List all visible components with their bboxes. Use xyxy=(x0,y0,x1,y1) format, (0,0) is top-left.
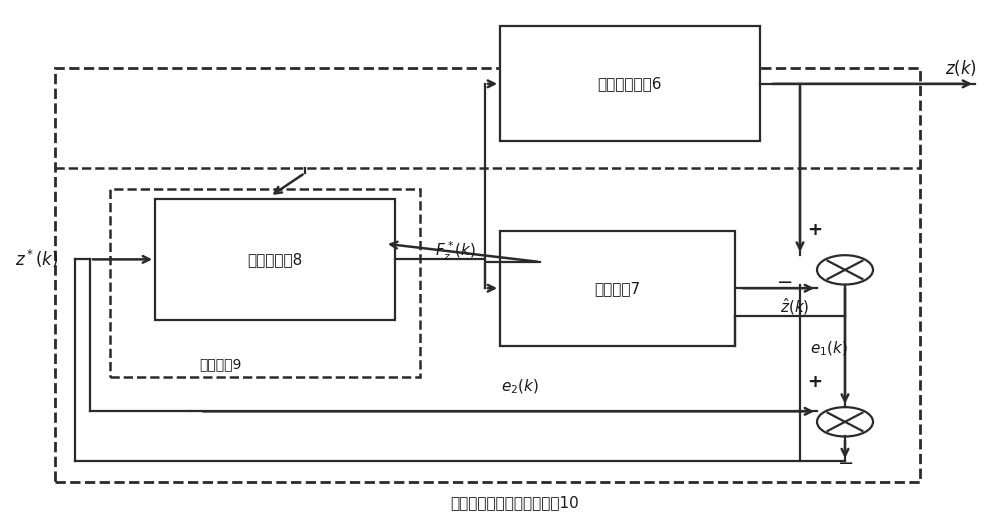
Bar xyxy=(110,189,420,377)
Text: +: + xyxy=(808,374,822,391)
Text: $-$: $-$ xyxy=(776,271,792,290)
Text: $-$: $-$ xyxy=(837,452,853,471)
Text: 支持向量机自适应逆控制器10: 支持向量机自适应逆控制器10 xyxy=(451,496,579,510)
Text: 逆控制器9: 逆控制器9 xyxy=(199,357,241,371)
Text: $z(k)$: $z(k)$ xyxy=(945,58,977,78)
Text: 复合被控对象6: 复合被控对象6 xyxy=(598,77,662,91)
Text: 回归模型7: 回归模型7 xyxy=(594,281,641,296)
Text: $e_2(k)$: $e_2(k)$ xyxy=(501,377,539,396)
Text: $e_1(k)$: $e_1(k)$ xyxy=(810,339,848,358)
Text: 逆回归模型8: 逆回归模型8 xyxy=(247,252,303,267)
Text: $\hat{z}(k)$: $\hat{z}(k)$ xyxy=(780,296,809,317)
Bar xyxy=(500,231,735,346)
Bar xyxy=(500,26,760,141)
Bar xyxy=(155,199,395,320)
Bar xyxy=(55,68,920,482)
Text: +: + xyxy=(808,222,822,239)
Text: $z^*(k)$: $z^*(k)$ xyxy=(15,248,59,270)
Text: $F_z^*(k)$: $F_z^*(k)$ xyxy=(435,240,476,263)
